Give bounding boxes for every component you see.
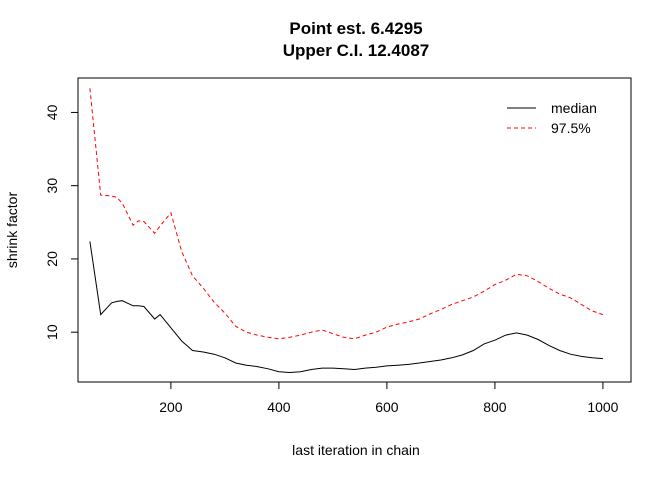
x-axis: 200 400 600 800 1000 — [159, 381, 619, 415]
legend-label-median: median — [551, 100, 597, 116]
plot-frame — [77, 77, 632, 383]
x-tick-label: 1000 — [587, 399, 618, 415]
legend: median 97.5% — [507, 100, 597, 136]
y-axis-label: shrink factor — [4, 192, 20, 269]
y-tick-label: 30 — [44, 178, 60, 194]
chart-title-line2: Upper C.I. 12.4087 — [283, 41, 429, 60]
series-line-median — [89, 241, 603, 374]
x-tick-label: 800 — [483, 399, 507, 415]
x-tick-label: 400 — [267, 399, 291, 415]
y-axis: 10 20 30 40 — [44, 104, 79, 340]
y-tick-label: 40 — [44, 104, 60, 120]
x-tick-label: 600 — [375, 399, 399, 415]
x-axis-label: last iteration in chain — [292, 442, 420, 458]
y-tick-label: 10 — [44, 324, 60, 340]
chart-title-line1: Point est. 6.4295 — [289, 19, 422, 38]
series-line-97-5 — [89, 88, 604, 340]
y-tick-label: 20 — [44, 251, 60, 267]
legend-label-97-5: 97.5% — [551, 120, 591, 136]
series-layer — [89, 88, 604, 374]
x-tick-label: 200 — [159, 399, 183, 415]
